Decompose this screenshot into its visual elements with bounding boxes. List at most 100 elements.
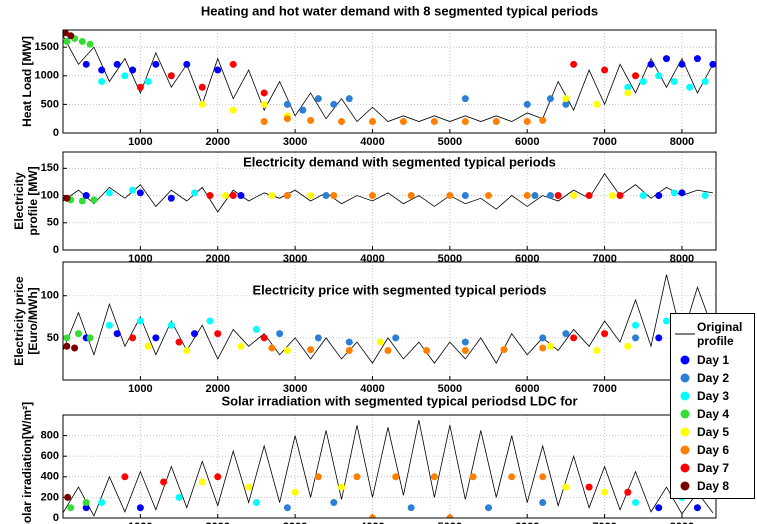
- day-point: [63, 30, 69, 37]
- day-point: [144, 342, 152, 350]
- legend-label: Day 5: [697, 425, 730, 439]
- day-point: [214, 66, 222, 74]
- day-point: [678, 189, 686, 197]
- day-point: [693, 55, 701, 63]
- legend-swatch: [680, 445, 690, 455]
- day-point: [662, 55, 670, 63]
- day-point: [632, 499, 640, 507]
- day-point: [229, 192, 237, 200]
- legend: Original profile Day 1 Day 2 Day 3 Day 4 Day …: [670, 313, 755, 499]
- day-point: [523, 192, 531, 200]
- x-tick-label: 1000: [128, 253, 152, 265]
- x-tick-label: 1000: [128, 383, 152, 395]
- y-tick-label: 1500: [35, 41, 59, 53]
- legend-entry: Original profile: [673, 317, 752, 351]
- legend-label: Day 6: [697, 443, 730, 457]
- day-point: [624, 342, 632, 350]
- y-tick-label: 100: [41, 290, 59, 302]
- legend-entry: Day 2: [673, 369, 752, 387]
- legend-symbol: [673, 372, 697, 384]
- day-point: [539, 344, 547, 352]
- legend-entry: Day 5: [673, 423, 752, 441]
- day-point: [461, 338, 469, 346]
- y-tick-label: 50: [47, 332, 59, 344]
- day-point: [399, 118, 407, 126]
- y-axis-label: Heat Load [MW]: [20, 36, 34, 127]
- day-point: [469, 473, 477, 481]
- day-point: [78, 37, 86, 45]
- day-point: [252, 499, 260, 507]
- day-point: [593, 100, 601, 108]
- day-point: [291, 488, 299, 496]
- day-point: [82, 192, 90, 200]
- day-point: [175, 493, 183, 501]
- day-point: [345, 347, 353, 354]
- day-point: [144, 78, 152, 85]
- day-point: [276, 330, 284, 338]
- day-point: [206, 317, 214, 325]
- axes-box: [62, 261, 717, 381]
- day-point: [485, 192, 493, 200]
- day-point: [314, 473, 322, 481]
- day-point: [485, 504, 493, 512]
- legend-marker: [680, 355, 690, 365]
- x-tick-label: 1000: [128, 521, 152, 524]
- x-tick-label: 4000: [360, 253, 384, 265]
- day-point: [167, 72, 175, 80]
- legend-label: Day 4: [697, 407, 730, 421]
- day-point: [686, 83, 694, 91]
- y-tick-label: 1000: [35, 70, 59, 82]
- legend-entry: Day 8: [673, 477, 752, 495]
- day-point: [531, 192, 539, 200]
- day-point: [260, 334, 268, 342]
- x-tick-label: 5000: [438, 521, 462, 524]
- x-tick-label: 5000: [438, 383, 462, 395]
- day-point: [539, 499, 547, 507]
- x-tick-label: 6000: [515, 521, 539, 524]
- day-point: [198, 83, 206, 91]
- x-tick-label: 3000: [283, 383, 307, 395]
- legend-swatch: [680, 463, 690, 473]
- day-point: [570, 334, 578, 342]
- day-point: [338, 483, 346, 491]
- day-point: [353, 473, 361, 481]
- profile-line: [63, 35, 714, 123]
- y-tick-label: 600: [41, 450, 59, 462]
- legend-symbol: [673, 328, 697, 340]
- day-point: [430, 118, 438, 126]
- day-point: [160, 478, 168, 486]
- day-point: [152, 334, 160, 342]
- legend-swatch: [680, 427, 690, 437]
- day-point: [129, 334, 137, 342]
- day-point: [299, 106, 307, 114]
- day-point: [368, 118, 376, 126]
- x-tick-label: 8000: [670, 521, 694, 524]
- x-tick-label: 6000: [515, 383, 539, 395]
- day-point: [624, 89, 632, 97]
- y-axis-label: Solar irradiation[W/m²]: [20, 402, 34, 524]
- day-point: [90, 196, 98, 204]
- x-tick-label: 1000: [128, 136, 152, 148]
- x-tick-label: 4000: [360, 383, 384, 395]
- day-point: [191, 330, 199, 338]
- day-point: [678, 60, 686, 68]
- day-point: [562, 330, 570, 338]
- day-point: [229, 106, 237, 114]
- y-tick-label: 0: [53, 244, 59, 256]
- legend-label: Day 7: [697, 461, 730, 475]
- x-tick-label: 7000: [592, 253, 616, 265]
- y-tick-label: 50: [47, 217, 59, 229]
- legend-entry: Day 3: [673, 387, 752, 405]
- day-point: [338, 118, 346, 126]
- x-tick-label: 6000: [515, 253, 539, 265]
- day-point: [260, 118, 268, 126]
- day-point: [136, 189, 144, 197]
- legend-symbol: [673, 426, 697, 438]
- day-point: [167, 321, 175, 329]
- day-point: [368, 192, 376, 200]
- x-tick-label: 7000: [592, 383, 616, 395]
- day-point: [384, 347, 392, 354]
- day-point: [268, 192, 276, 200]
- day-point: [136, 83, 144, 91]
